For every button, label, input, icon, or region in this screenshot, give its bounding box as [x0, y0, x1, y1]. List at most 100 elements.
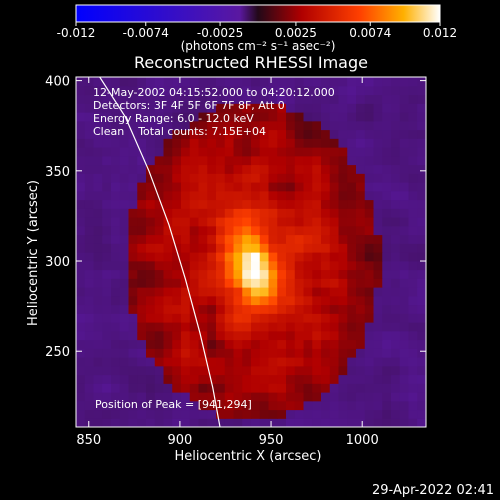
heatmap-cell	[312, 129, 322, 139]
heatmap-cell	[303, 173, 313, 183]
heatmap-cell	[207, 357, 217, 367]
heatmap-cell	[128, 225, 138, 236]
heatmap-cell	[294, 348, 305, 358]
heatmap-cell	[382, 164, 392, 174]
heatmap-cell	[163, 313, 173, 323]
heatmap-cell	[408, 252, 418, 262]
heatmap-cell	[391, 208, 401, 218]
heatmap-cell	[391, 269, 401, 279]
heatmap-cell	[119, 287, 130, 297]
heatmap-cell	[181, 234, 191, 244]
heatmap-cell	[216, 365, 226, 376]
heatmap-cell	[303, 330, 313, 341]
heatmap-cell	[268, 155, 278, 166]
heatmap-cell	[373, 94, 383, 104]
heatmap-cell	[356, 260, 366, 271]
heatmap-cell	[417, 164, 426, 174]
heatmap-cell	[321, 173, 331, 183]
heatmap-cell	[224, 182, 235, 192]
heatmap-cell	[111, 348, 121, 358]
heatmap-cell	[76, 112, 86, 122]
heatmap-cell	[391, 173, 401, 183]
heatmap-cell	[286, 164, 296, 174]
heatmap-cell	[93, 190, 103, 201]
heatmap-cell	[154, 112, 165, 122]
heatmap-cell	[163, 400, 173, 411]
heatmap-cell	[268, 199, 278, 209]
heatmap-cell	[172, 112, 182, 122]
heatmap-cell	[242, 103, 252, 113]
heatmap-cell	[321, 85, 331, 96]
heatmap-cell	[224, 243, 235, 253]
heatmap-cell	[294, 339, 305, 349]
heatmap-cell	[154, 129, 165, 139]
heatmap-cell	[84, 339, 95, 349]
heatmap-cell	[154, 120, 165, 131]
heatmap-cell	[338, 147, 348, 157]
heatmap-cell	[84, 392, 95, 402]
heatmap-cell	[329, 103, 340, 113]
heatmap-cell	[268, 129, 278, 139]
heatmap-cell	[189, 112, 200, 122]
heatmap-cell	[312, 85, 322, 96]
heatmap-cell	[408, 400, 418, 411]
heatmap-cell	[294, 190, 305, 201]
heatmap-cell	[417, 400, 426, 411]
heatmap-cell	[163, 365, 173, 376]
heatmap-cell	[242, 234, 252, 244]
heatmap-cell	[84, 243, 95, 253]
heatmap-cell	[93, 400, 103, 411]
heatmap-cell	[146, 392, 156, 402]
heatmap-cell	[242, 278, 252, 288]
heatmap-cell	[207, 339, 217, 349]
heatmap-cell	[137, 400, 147, 411]
heatmap-cell	[294, 243, 305, 253]
heatmap-cell	[189, 409, 200, 419]
heatmap-cell	[382, 409, 392, 419]
heatmap-cell	[364, 287, 375, 297]
heatmap-cell	[303, 85, 313, 96]
heatmap-cell	[364, 313, 375, 323]
heatmap-cell	[382, 243, 392, 253]
heatmap-cell	[102, 182, 112, 192]
heatmap-cell	[321, 155, 331, 166]
heatmap-cell	[286, 147, 296, 157]
heatmap-cell	[347, 322, 357, 332]
heatmap-cell	[382, 260, 392, 271]
heatmap-cell	[364, 199, 375, 209]
heatmap-cell	[286, 129, 296, 139]
heatmap-cell	[84, 365, 95, 376]
heatmap-cell	[277, 155, 287, 166]
heatmap-cell	[224, 199, 235, 209]
heatmap-cell	[93, 374, 103, 384]
heatmap-cell	[128, 94, 138, 104]
heatmap-cell	[128, 155, 138, 166]
heatmap-cell	[399, 269, 410, 279]
heatmap-cell	[181, 313, 191, 323]
heatmap-cell	[268, 94, 278, 104]
heatmap-cell	[399, 392, 410, 402]
heatmap-cell	[163, 94, 173, 104]
heatmap-cell	[382, 313, 392, 323]
heatmap-cell	[233, 383, 243, 393]
heatmap-cell	[189, 234, 200, 244]
heatmap-cell	[137, 85, 147, 96]
y-tick-label: 250	[45, 345, 70, 360]
heatmap-cell	[294, 365, 305, 376]
heatmap-cell	[76, 208, 86, 218]
heatmap-cell	[338, 365, 348, 376]
heatmap-cell	[391, 304, 401, 314]
heatmap-cell	[364, 260, 375, 271]
heatmap-cell	[154, 225, 165, 236]
heatmap-cell	[399, 225, 410, 236]
heatmap-cell	[268, 278, 278, 288]
heatmap-cell	[137, 322, 147, 332]
heatmap-cell	[93, 365, 103, 376]
heatmap-cell	[294, 129, 305, 139]
heatmap-cell	[373, 357, 383, 367]
heatmap-cell	[207, 225, 217, 236]
heatmap-cell	[163, 77, 173, 87]
heatmap-cell	[417, 295, 426, 306]
heatmap-cell	[198, 77, 208, 87]
heatmap-cell	[146, 322, 156, 332]
